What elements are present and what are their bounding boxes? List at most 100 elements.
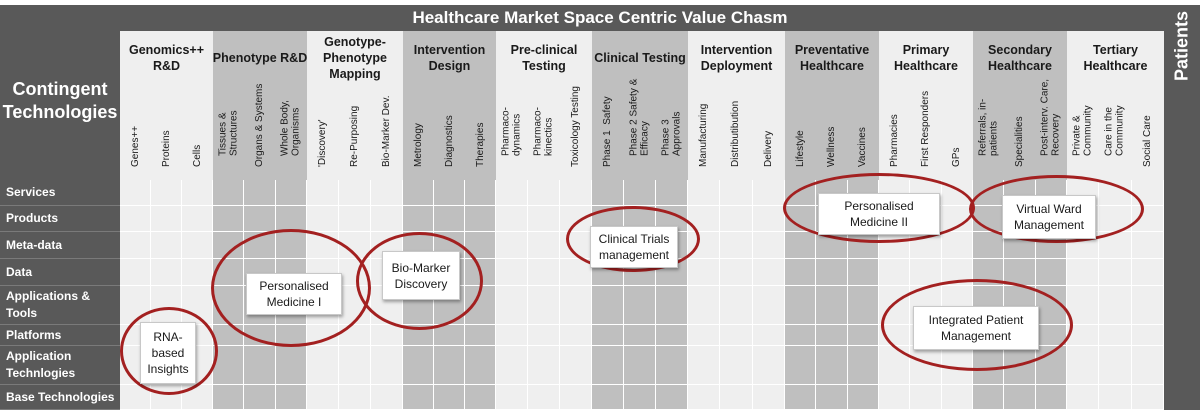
grid-cell	[624, 180, 656, 206]
subcolumn-label: Whole Body, Organisms	[279, 100, 302, 156]
grid-cell	[1131, 346, 1164, 385]
group-header-phenotype-r-d: Phenotype R&D	[213, 31, 307, 84]
grid-cell	[182, 180, 213, 206]
row-label-text: Application Technlogies	[6, 349, 76, 380]
callout-rna-based-insights: RNA- based Insights	[140, 322, 196, 384]
grid-cell	[847, 385, 879, 410]
subcolumn-header: Private & Community	[1067, 84, 1100, 180]
subcolumn-header: Phase 2 Safety & Efficacy	[624, 79, 656, 180]
callout-rna-based-insights-text: RNA- based Insights	[147, 330, 189, 376]
subcolumn-label: Manufacturing	[697, 103, 709, 167]
grid-cell	[403, 180, 434, 206]
grid-cell	[496, 325, 528, 346]
subcolumn-label: Diagnostics	[443, 114, 455, 167]
group-header-genomics-r-d: Genomics++ R&D	[120, 31, 213, 84]
subcolumn-label: Metrology	[412, 122, 424, 167]
grid-cell	[528, 259, 560, 286]
subcolumn-header: Specialities	[1004, 84, 1036, 180]
grid-cell	[816, 259, 848, 286]
grid-cell	[879, 385, 911, 410]
subcolumn-header: Bio-Marker Dev.	[371, 84, 403, 180]
grid-cell	[847, 346, 879, 385]
grid-cell	[752, 180, 785, 206]
row-label-text: Data	[6, 264, 33, 279]
subcolumn-label: Private & Community	[1071, 105, 1094, 156]
grid-cell	[656, 286, 688, 325]
grid-cell	[339, 206, 371, 232]
grid-cell	[624, 385, 656, 410]
group-header-preventative-healthcare: Preventative Healthcare	[785, 31, 879, 84]
grid-cell	[656, 180, 688, 206]
patients-column: Patients	[1164, 11, 1200, 410]
subcolumn-header: GPs	[941, 84, 973, 180]
grid-cell	[307, 180, 339, 206]
grid-cell	[785, 346, 817, 385]
grid-cell	[465, 325, 496, 346]
subcolumn-label: Therapies	[474, 122, 486, 167]
grid-cell	[1131, 232, 1164, 259]
grid-cell	[120, 259, 151, 286]
grid-cell	[560, 259, 592, 286]
row-label-applications-tools: Applications & Tools	[0, 286, 120, 325]
grid-cell	[528, 180, 560, 206]
subcolumn-header: Care in the Community	[1099, 84, 1132, 180]
grid-cell	[213, 206, 245, 232]
grid-cell	[496, 232, 528, 259]
grid-cell	[720, 206, 753, 232]
grid-cell	[1099, 259, 1132, 286]
grid-cell	[244, 180, 276, 206]
subcolumn-header: Metrology	[403, 84, 434, 180]
grid-cell	[973, 385, 1005, 410]
grid-cell	[496, 286, 528, 325]
grid-cell	[752, 346, 785, 385]
grid-cell	[528, 232, 560, 259]
subcolumn-header: Diagnostics	[434, 84, 465, 180]
grid-cell	[785, 232, 817, 259]
grid-cell	[847, 286, 879, 325]
grid-cell	[816, 325, 848, 346]
grid-cell	[496, 346, 528, 385]
grid-cell	[752, 232, 785, 259]
grid-cell	[816, 385, 848, 410]
subcolumn-header: Toxicology Testing	[560, 84, 592, 180]
row-label-text: Platforms	[6, 327, 62, 342]
grid-cell	[1099, 385, 1132, 410]
subcolumn-header: Referrals, in- patients	[973, 84, 1005, 180]
subcolumn-header: Phase 1 Safety	[592, 84, 624, 180]
grid-cell	[1099, 346, 1132, 385]
grid-cell	[403, 385, 434, 410]
grid-cell	[182, 232, 213, 259]
subcolumn-header: Organs & Systems	[244, 83, 276, 180]
rna-based-insights-ring	[120, 307, 218, 395]
grid-cell	[339, 180, 371, 206]
grid-cell	[434, 385, 465, 410]
subcolumn-label: Toxicology Testing	[569, 85, 581, 167]
subcolumn-header: Cells	[182, 84, 213, 180]
subcolumn-label: Delivery	[762, 130, 774, 167]
grid-cell	[371, 385, 403, 410]
subcolumn-header: Lifestyle	[785, 84, 817, 180]
grid-cell	[560, 286, 592, 325]
group-header-tertiary-healthcare: Tertiary Healthcare	[1067, 31, 1164, 84]
subcolumn-header: 'Discovery'	[307, 84, 339, 180]
group-label: Genotype- Phenotype Mapping	[323, 34, 387, 81]
grid-cell	[1099, 286, 1132, 325]
subcolumn-label: Genes++	[129, 125, 141, 167]
grid-cell	[1099, 325, 1132, 346]
row-label-platforms: Platforms	[0, 325, 120, 346]
subcolumn-label: Social Care	[1141, 114, 1153, 167]
grid-cell	[752, 385, 785, 410]
subcolumn-label: Specialities	[1013, 115, 1025, 167]
row-label-text: Base Technologies	[6, 389, 115, 404]
grid-cell	[120, 180, 151, 206]
grid-cell	[720, 180, 753, 206]
grid-cell	[688, 286, 721, 325]
row-label-meta-data: Meta-data	[0, 232, 120, 259]
grid-cell	[560, 385, 592, 410]
subcolumn-header: Manufacturing	[688, 84, 721, 180]
grid-cell	[656, 385, 688, 410]
subcolumn-header: Pharmaco- dynamics	[496, 84, 528, 180]
subcolumn-label: Bio-Marker Dev.	[380, 95, 392, 167]
subcolumn-label: Phase 2 Safety & Efficacy	[628, 78, 651, 156]
grid-cell	[528, 286, 560, 325]
